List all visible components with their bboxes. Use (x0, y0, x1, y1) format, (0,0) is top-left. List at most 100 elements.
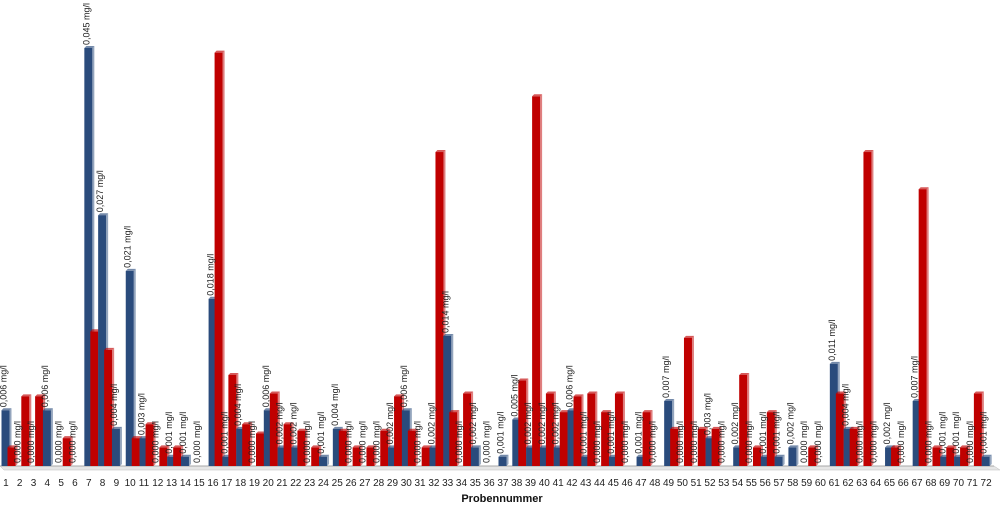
x-tick-label: 59 (801, 478, 813, 489)
x-tick-label: 57 (773, 478, 785, 489)
x-tick-label: 49 (663, 478, 675, 489)
x-tick-label: 6 (72, 478, 78, 489)
bar-red-42 (573, 394, 584, 466)
data-label: 0,000 mg/l (150, 421, 160, 463)
x-tick-label: 15 (194, 478, 206, 489)
x-tick-label: 24 (318, 478, 330, 489)
bar-red-39 (532, 94, 543, 467)
x-tick-label: 3 (31, 478, 37, 489)
x-tick-label: 27 (359, 478, 371, 489)
data-label: 0,018 mg/l (206, 254, 216, 296)
data-label: 0,000 mg/l (689, 421, 699, 463)
x-axis-title: Probennummer (461, 493, 543, 505)
bar-red-5 (62, 436, 73, 466)
data-label: 0,000 mg/l (68, 421, 78, 463)
x-tick-label: 19 (249, 478, 261, 489)
data-label: 0,002 mg/l (385, 402, 395, 444)
bar-blue-37 (498, 454, 509, 466)
data-label: 0,000 mg/l (454, 421, 464, 463)
x-tick-label: 67 (912, 478, 924, 489)
bar-red-33 (449, 410, 460, 466)
bar-red-49 (670, 426, 681, 466)
bar-red-26 (352, 445, 363, 466)
data-label: 0,000 mg/l (716, 421, 726, 463)
data-label: 0,003 mg/l (703, 393, 713, 435)
data-label: 0,002 mg/l (288, 402, 298, 444)
bar-red-52 (711, 426, 722, 466)
bar-red-50 (683, 335, 694, 466)
x-tick-label: 30 (401, 478, 413, 489)
data-label: 0,000 mg/l (302, 421, 312, 463)
data-label: 0,000 mg/l (413, 421, 423, 463)
data-label: 0,003 mg/l (137, 393, 147, 435)
data-label: 0,001 mg/l (772, 412, 782, 454)
data-label: 0,000 mg/l (592, 421, 602, 463)
data-label: 0,000 mg/l (192, 421, 202, 463)
data-label: 0,006 mg/l (40, 365, 50, 407)
data-label: 0,000 mg/l (647, 421, 657, 463)
data-label: 0,000 mg/l (868, 421, 878, 463)
data-label: 0,000 mg/l (675, 421, 685, 463)
x-tick-label: 36 (484, 478, 496, 489)
bar-red-22 (297, 428, 308, 466)
x-tick-label: 28 (373, 478, 385, 489)
bar-red-45 (614, 391, 625, 466)
x-tick-label: 54 (732, 478, 744, 489)
x-tick-label: 42 (566, 478, 578, 489)
bars-layer (1, 46, 992, 467)
bar-blue-57 (774, 454, 785, 466)
data-label: 0,000 mg/l (799, 421, 809, 463)
x-tick-label: 43 (580, 478, 592, 489)
x-tick-label: 11 (139, 478, 150, 489)
x-tick-label: 35 (470, 478, 482, 489)
data-label: 0,002 mg/l (882, 402, 892, 444)
x-tick-labels-layer: 1 2 3 4 5 6 7 8 9 10 11 12 13 14 15 16 17 18 19 20 21 22 23 24 2… (3, 478, 992, 489)
data-label: 0,002 mg/l (468, 402, 478, 444)
x-tick-label: 47 (635, 478, 647, 489)
bar-red-63 (863, 150, 874, 466)
data-label: 0,001 mg/l (758, 412, 768, 454)
data-label: 0,001 mg/l (937, 412, 947, 454)
data-labels-layer: 0,006 mg/l 0,000 mg/l 0,000 mg/l 0,006 mg/l… (0, 3, 989, 463)
data-label: 0,002 mg/l (537, 402, 547, 444)
data-label: 0,002 mg/l (523, 402, 533, 444)
x-tick-label: 53 (718, 478, 730, 489)
data-label: 0,000 mg/l (896, 421, 906, 463)
data-label: 0,001 mg/l (634, 412, 644, 454)
x-tick-label: 38 (511, 478, 523, 489)
data-label: 0,007 mg/l (661, 356, 671, 398)
data-label: 0,006 mg/l (565, 365, 575, 407)
data-label: 0,000 mg/l (965, 421, 975, 463)
data-label: 0,006 mg/l (399, 365, 409, 407)
x-tick-label: 37 (497, 478, 509, 489)
data-label: 0,011 mg/l (827, 319, 837, 360)
data-label: 0,007 mg/l (910, 356, 920, 398)
x-tick-label: 70 (953, 478, 965, 489)
data-label: 0,000 mg/l (54, 421, 64, 463)
x-tick-label: 20 (263, 478, 275, 489)
data-label: 0,000 mg/l (620, 421, 630, 463)
bar-red-16 (214, 50, 225, 467)
bar-red-56 (766, 410, 777, 466)
x-tick-label: 31 (415, 478, 427, 489)
x-tick-label: 63 (856, 478, 868, 489)
bar-red-44 (601, 410, 612, 466)
data-label: 0,001 mg/l (178, 412, 188, 454)
x-tick-label: 69 (939, 478, 951, 489)
data-label: 0,014 mg/l (440, 291, 450, 333)
x-tick-label: 50 (677, 478, 689, 489)
data-label: 0,004 mg/l (109, 384, 119, 426)
x-tick-label: 60 (815, 478, 827, 489)
data-label: 0,002 mg/l (785, 402, 795, 444)
data-label: 0,001 mg/l (578, 412, 588, 454)
data-label: 0,005 mg/l (509, 375, 519, 417)
x-tick-label: 9 (114, 478, 120, 489)
x-tick-label: 5 (58, 478, 64, 489)
x-tick-label: 68 (925, 478, 937, 489)
x-tick-label: 21 (276, 478, 288, 489)
data-label: 0,000 mg/l (247, 421, 257, 463)
data-label: 0,000 mg/l (482, 421, 492, 463)
x-tick-label: 29 (387, 478, 399, 489)
x-tick-label: 64 (870, 478, 882, 489)
data-label: 0,000 mg/l (371, 421, 381, 463)
